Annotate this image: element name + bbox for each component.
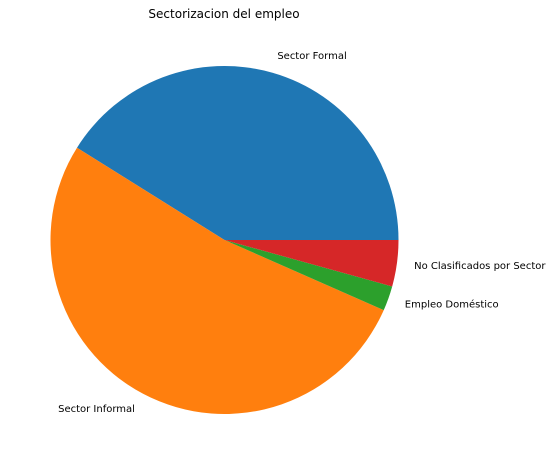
- pie-slice-no-clasificados-por-sector: [224, 240, 399, 287]
- pie-label-empleo-domestico: Empleo Doméstico: [405, 298, 499, 310]
- pie-slices: [50, 66, 399, 415]
- pie-labels: Sector Formal Sector Informal Empleo Domés…: [58, 51, 546, 415]
- pie-label-sector-informal: Sector Informal: [58, 404, 135, 415]
- pie-slice-sector-formal: [77, 66, 399, 240]
- pie-slice-sector-informal: [50, 147, 384, 415]
- chart-title: Sectorizacion del empleo: [148, 7, 299, 21]
- pie-label-sector-formal: Sector Formal: [277, 51, 346, 62]
- pie-slice-empleo-domestico: [224, 240, 393, 311]
- pie-label-no-clasificados-por-sector: No Clasificados por Sector: [414, 261, 546, 272]
